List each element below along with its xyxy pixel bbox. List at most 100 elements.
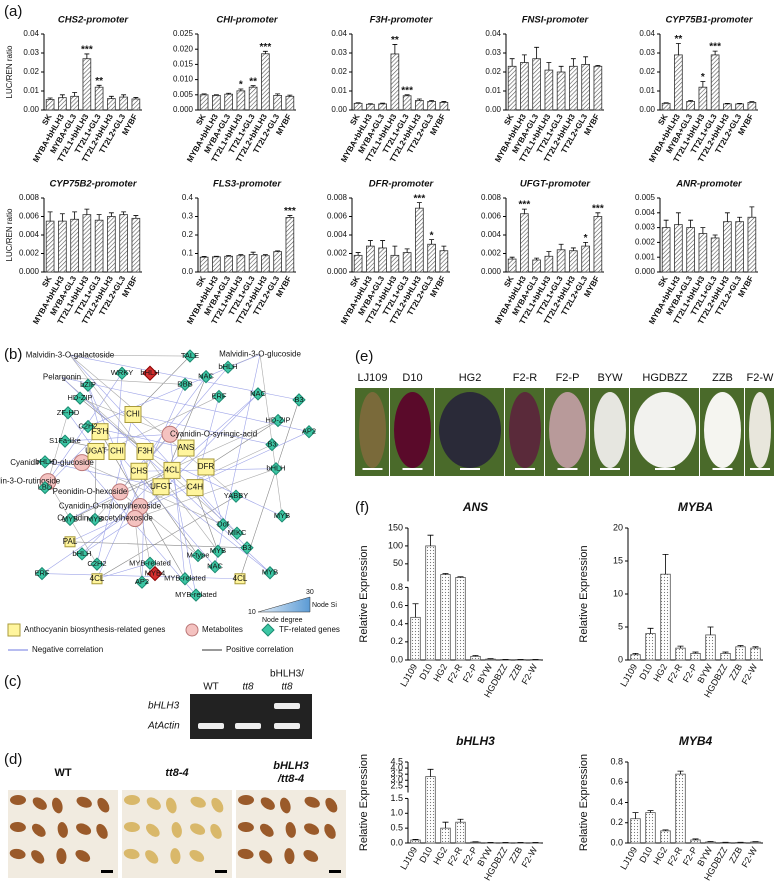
tf-node [35,566,49,581]
panel-label: (f) [355,499,369,516]
error-bar [534,46,540,59]
seed [324,823,336,839]
error-bar [427,768,434,777]
y-tick-label: 0.003 [635,223,656,232]
fruit [594,392,626,468]
error-bar [201,93,207,95]
tf-node [61,406,75,420]
tf-label: MIKC [228,528,247,537]
chart-title: ANR-promoter [675,179,743,190]
tf-node [75,547,89,561]
chart-title: UFGT-promoter [520,179,591,190]
y-tick-label: 10 [613,588,623,598]
scale-bar [362,468,383,470]
row-label: AtActin [147,721,180,732]
y-tick-label: 0.004 [481,230,502,239]
error-bar [662,554,669,575]
bar [690,653,701,661]
seed [123,821,140,833]
edge [81,396,220,463]
y-tick-label: 0.4 [610,797,623,807]
chart-title: CHS2-promoter [58,15,130,26]
y-tick-label: 3.5 [390,769,403,779]
tf-node [81,419,95,434]
bar [686,101,695,111]
seed [303,849,319,862]
fruit-label: F2-P [556,372,580,384]
bar [248,254,258,273]
bar [273,95,282,111]
tf-label: B3 [294,395,303,404]
seed [96,823,108,839]
scale-bar [712,468,733,470]
seed [145,850,159,864]
row-label: bHLH3 [148,701,180,712]
y-tick-label: 0.6 [610,777,623,787]
legend-text: Metabolites [202,625,243,634]
gel-band [274,703,300,709]
bar [710,237,720,273]
x-tick-label: LJ109 [618,845,639,871]
edge [44,461,162,488]
x-tick-label: F2-R [666,662,685,685]
chart-title: FLS3-promoter [213,179,282,190]
tf-label: NAC [250,389,266,398]
tf-node [115,366,129,380]
seed [285,822,296,838]
y-tick-label: 0.006 [327,212,348,221]
tf-label: bHLH [266,464,285,473]
scale-bar [215,870,227,873]
tf-node [88,512,102,527]
x-tick-label: F2-R [666,845,685,868]
bar [660,573,671,661]
tf-label: B3 [267,440,276,449]
y-tick-label: 0.02 [23,67,39,76]
error-bar [84,53,90,59]
error-bar [96,84,102,88]
seed [10,795,26,805]
error-bar [355,102,361,104]
gel-band [274,723,300,729]
x-tick-label: LJ109 [398,662,419,688]
edge [96,562,151,580]
gene-node [197,458,215,476]
y-tick-label: 0.02 [639,67,655,76]
bar [661,102,671,111]
y-tick-label: 0.00 [639,105,655,114]
edge [194,487,219,552]
gene-node [64,536,76,548]
tf-label: MYB-related [164,574,206,583]
tf-node-highlight [147,565,163,582]
tf-label: C2H2 [78,422,97,431]
metabolite-label: Peonidin-O-hexoside [53,487,128,496]
bar [544,69,554,111]
error-bar [441,101,447,103]
y-tick-label: 0 [618,654,623,664]
y-tick-label: 0.04 [331,29,347,38]
error-bar [412,839,419,841]
seed [190,796,206,808]
legend-swatch [185,623,199,637]
bar [410,616,421,661]
tf-label: Dof [217,520,230,529]
bar [581,64,590,111]
y-tick-label: 0.03 [639,48,655,57]
error-bar [355,252,361,256]
seed [190,823,206,835]
error-bar [722,651,729,654]
significance-label: *** [260,42,272,53]
chart-title: MYBA [678,500,713,514]
y-tick-label: 0.004 [635,208,656,217]
tf-node [58,434,72,448]
y-tick-label: 20 [613,522,623,532]
panel-label: (b) [4,346,22,363]
error-bar [392,44,398,54]
error-bar [275,93,281,96]
seed [32,797,47,810]
edge [171,470,197,596]
legend-text: Positive correlation [226,645,294,654]
y-tick-label: 0.020 [173,44,194,53]
tf-label: bHLH [72,549,91,558]
error-bar [712,50,718,55]
